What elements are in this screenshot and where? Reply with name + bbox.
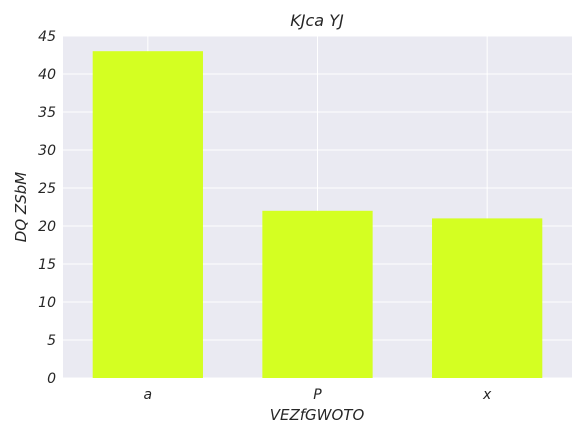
bars <box>92 51 543 378</box>
bar-a <box>92 51 203 378</box>
chart-title: KJca YJ <box>290 11 344 30</box>
y-tick-label: 45 <box>38 29 56 45</box>
y-tick-label: 0 <box>47 371 56 387</box>
y-tick-label: 25 <box>38 181 56 197</box>
y-tick-label: 35 <box>38 105 56 121</box>
y-tick-label: 30 <box>38 143 56 159</box>
y-tick-label: 15 <box>38 257 56 273</box>
x-axis-label: VEZfGWOTO <box>270 406 365 424</box>
bar-P <box>262 210 373 378</box>
y-tick-labels: 0 5 10 15 20 25 30 35 40 45 <box>38 29 56 387</box>
x-tick-label: a <box>144 387 153 403</box>
y-axis-label: DQ ZSbM <box>12 172 30 242</box>
y-tick-label: 10 <box>38 295 56 311</box>
y-tick-label: 40 <box>38 67 56 83</box>
y-tick-label: 20 <box>38 219 56 235</box>
bar-x <box>432 218 543 378</box>
y-tick-label: 5 <box>47 333 56 349</box>
x-tick-label: x <box>482 387 492 403</box>
x-tick-label: P <box>313 387 322 403</box>
